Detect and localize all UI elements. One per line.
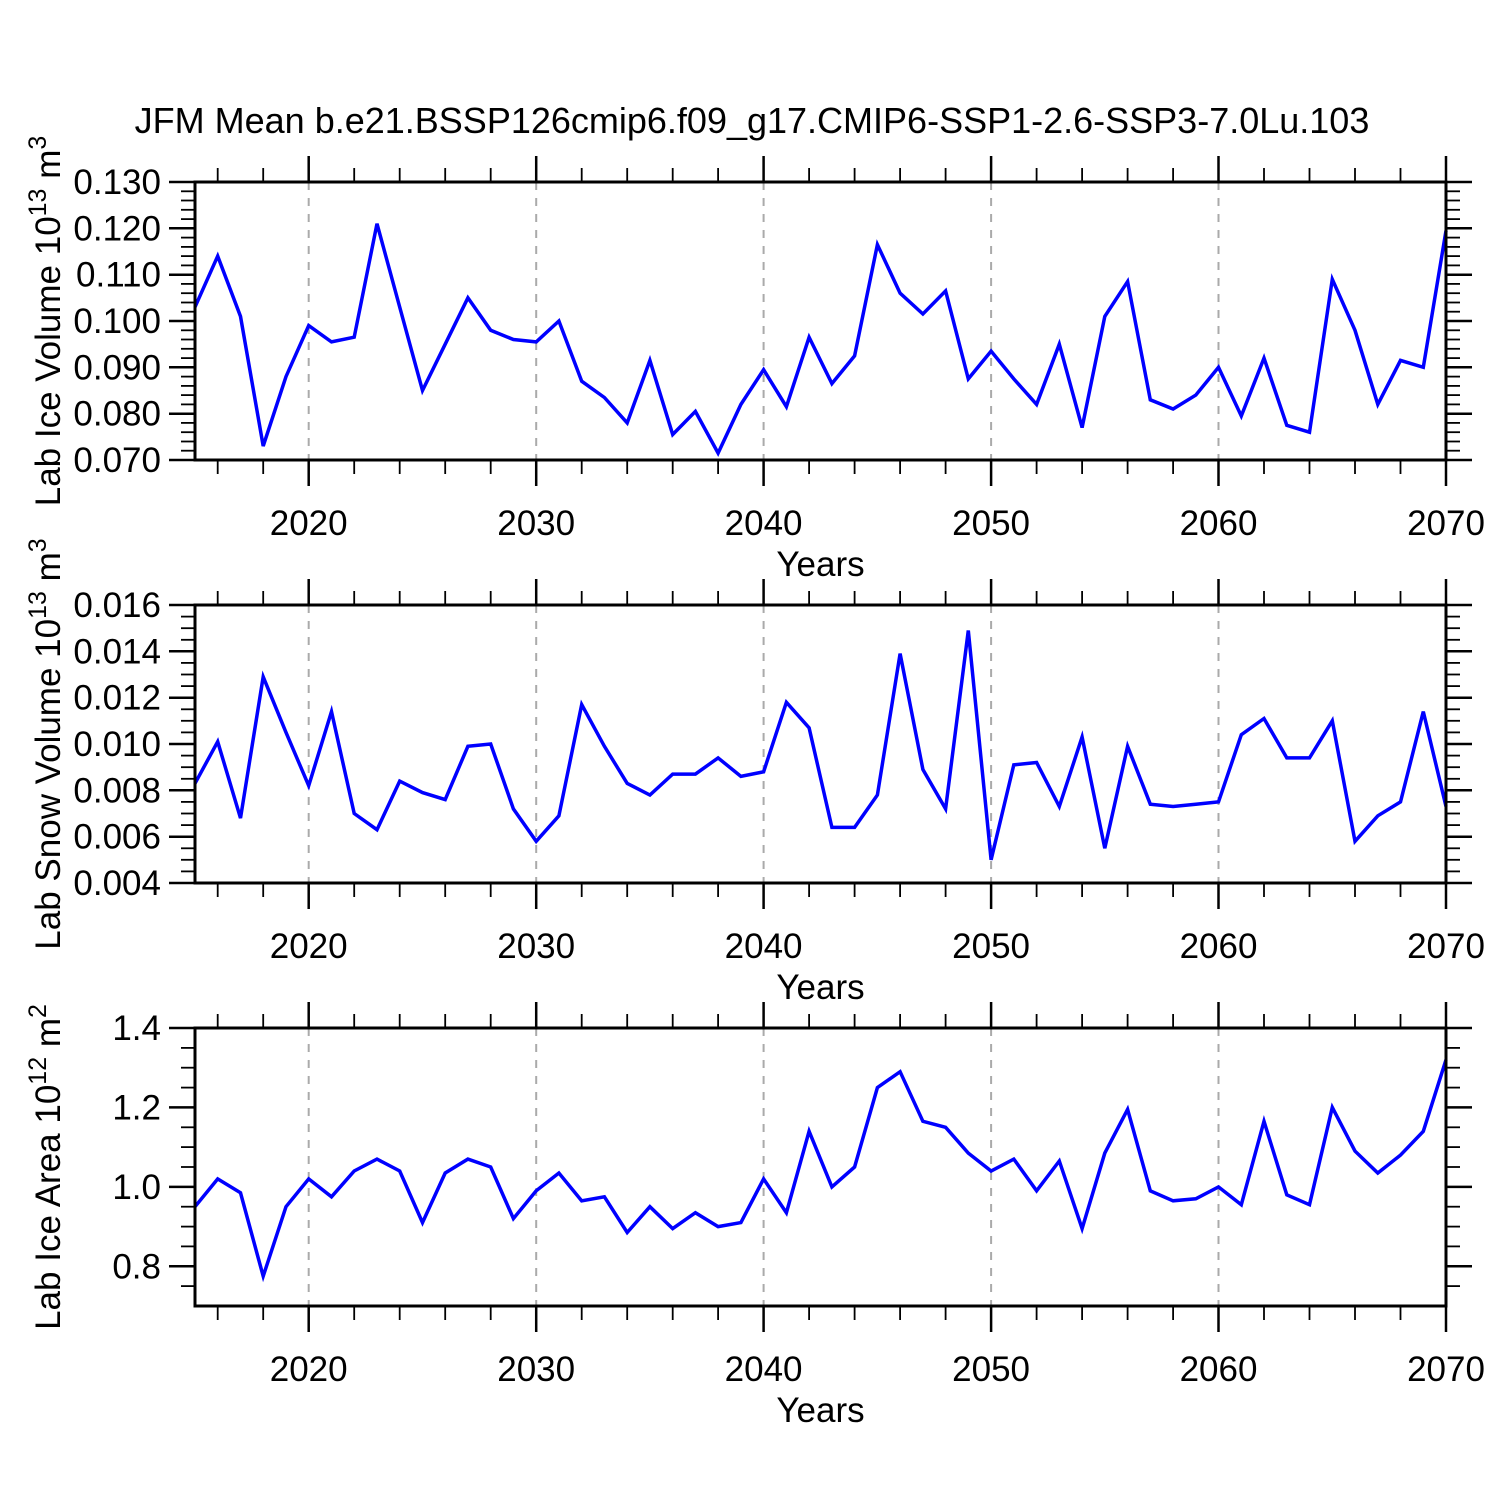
y-tick-label: 0.070 bbox=[73, 441, 161, 480]
y-tick-label: 0.120 bbox=[73, 209, 161, 248]
y-axis-title: Lab Ice Area 1012 m2 bbox=[24, 1004, 68, 1330]
axis-box bbox=[193, 1026, 1448, 1308]
y-axis-title: Lab Snow Volume 1013 m3 bbox=[24, 538, 68, 949]
figure-title: JFM Mean b.e21.BSSP126cmip6.f09_g17.CMIP… bbox=[135, 100, 1370, 141]
axis-box bbox=[193, 603, 1448, 885]
y-tick-label: 0.090 bbox=[73, 348, 161, 387]
x-tick-label: 2020 bbox=[270, 1350, 348, 1389]
x-tick-label: 2060 bbox=[1180, 504, 1258, 543]
y-axis-title: Lab Ice Volume 1013 m3 bbox=[24, 136, 68, 507]
x-tick-label: 2030 bbox=[497, 1350, 575, 1389]
x-axis-title: Years bbox=[776, 968, 864, 1007]
x-tick-label: 2040 bbox=[725, 504, 803, 543]
axis-box bbox=[193, 180, 1448, 462]
y-tick-label: 0.006 bbox=[73, 818, 161, 857]
y-tick-label: 0.004 bbox=[73, 864, 161, 903]
y-tick-label: 0.014 bbox=[73, 632, 161, 671]
y-tick-label: 0.012 bbox=[73, 679, 161, 718]
x-tick-label: 2050 bbox=[952, 1350, 1030, 1389]
x-tick-label: 2030 bbox=[497, 504, 575, 543]
x-tick-label: 2040 bbox=[725, 927, 803, 966]
panel-lab-ice-area: 0.8 1.0 1.2 1.4 2020 2030 2040 2050 2060 2070 Year… bbox=[24, 1002, 1485, 1430]
x-tick-label: 2020 bbox=[270, 927, 348, 966]
x-tick-label: 2070 bbox=[1407, 1350, 1485, 1389]
y-tick-label: 0.016 bbox=[73, 586, 161, 625]
y-tick-label: 0.008 bbox=[73, 771, 161, 810]
data-line bbox=[193, 223, 1448, 457]
y-tick-label: 1.0 bbox=[112, 1168, 161, 1207]
y-tick-label: 0.100 bbox=[73, 302, 161, 341]
x-tick-label: 2040 bbox=[725, 1350, 803, 1389]
x-tick-label: 2070 bbox=[1407, 504, 1485, 543]
y-tick-label: 0.8 bbox=[112, 1247, 161, 1286]
y-tick-label: 1.4 bbox=[112, 1009, 161, 1048]
data-line bbox=[193, 630, 1448, 861]
panel-lab-ice-volume: 0.070 0.080 0.090 0.100 0.110 0.120 0.130 2020 2… bbox=[24, 136, 1485, 584]
x-tick-label: 2020 bbox=[270, 504, 348, 543]
x-tick-label: 2050 bbox=[952, 927, 1030, 966]
x-tick-label: 2060 bbox=[1180, 1350, 1258, 1389]
x-tick-label: 2070 bbox=[1407, 927, 1485, 966]
x-axis-title: Years bbox=[776, 545, 864, 584]
panel-lab-snow-volume: 0.004 0.006 0.008 0.010 0.012 0.014 0.016 2020 2… bbox=[24, 538, 1485, 1007]
y-tick-label: 1.2 bbox=[112, 1088, 161, 1127]
y-tick-label: 0.110 bbox=[76, 256, 161, 295]
y-tick-label: 0.010 bbox=[73, 725, 161, 764]
x-tick-label: 2060 bbox=[1180, 927, 1258, 966]
y-tick-label: 0.080 bbox=[73, 395, 161, 434]
y-tick-label: 0.130 bbox=[73, 163, 161, 202]
x-tick-label: 2050 bbox=[952, 504, 1030, 543]
x-axis-title: Years bbox=[776, 1391, 864, 1430]
data-line bbox=[193, 1059, 1448, 1283]
x-tick-label: 2030 bbox=[497, 927, 575, 966]
